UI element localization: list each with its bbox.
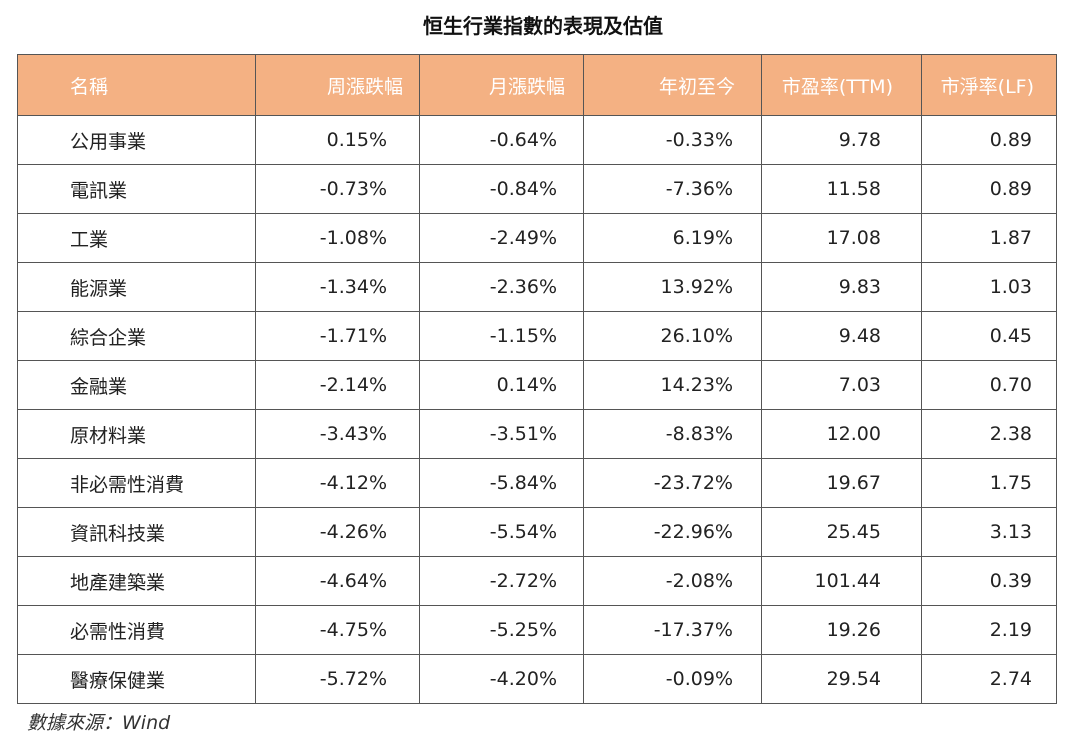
ytd-change-cell: -8.83%: [583, 409, 762, 459]
pe-ttm-cell: 19.26: [761, 605, 922, 655]
weekly-change-cell: -3.43%: [255, 409, 420, 459]
pe-ttm-cell: 29.54: [761, 654, 922, 704]
industry-name-cell: 能源業: [17, 262, 256, 312]
table-row: 非必需性消費 -4.12% -5.84% -23.72% 19.67 1.75: [17, 458, 1057, 508]
pb-lf-cell: 2.38: [921, 409, 1057, 459]
monthly-change-cell: -2.72%: [419, 556, 584, 606]
weekly-change-cell: 0.15%: [255, 115, 420, 165]
table-body: 公用事業 0.15% -0.64% -0.33% 9.78 0.89 電訊業 -0.73% -0…: [17, 115, 1057, 704]
ytd-change-cell: -0.33%: [583, 115, 762, 165]
industry-name-cell: 非必需性消費: [17, 458, 256, 508]
weekly-change-cell: -4.75%: [255, 605, 420, 655]
monthly-change-cell: -1.15%: [419, 311, 584, 361]
industry-name-cell: 原材料業: [17, 409, 256, 459]
table-row: 能源業 -1.34% -2.36% 13.92% 9.83 1.03: [17, 262, 1057, 312]
ytd-change-cell: 6.19%: [583, 213, 762, 263]
weekly-change-cell: -4.12%: [255, 458, 420, 508]
pe-ttm-cell: 19.67: [761, 458, 922, 508]
pb-lf-cell: 0.70: [921, 360, 1057, 410]
pb-lf-cell: 0.89: [921, 164, 1057, 214]
col-header-pe-ttm: 市盈率(TTM): [761, 54, 922, 116]
pe-ttm-cell: 9.48: [761, 311, 922, 361]
ytd-change-cell: -22.96%: [583, 507, 762, 557]
weekly-change-cell: -0.73%: [255, 164, 420, 214]
monthly-change-cell: -0.64%: [419, 115, 584, 165]
col-header-name: 名稱: [17, 54, 256, 116]
weekly-change-cell: -4.26%: [255, 507, 420, 557]
industry-name-cell: 綜合企業: [17, 311, 256, 361]
col-header-pb-lf: 市淨率(LF): [921, 54, 1057, 116]
pb-lf-cell: 3.13: [921, 507, 1057, 557]
monthly-change-cell: -2.36%: [419, 262, 584, 312]
pe-ttm-cell: 12.00: [761, 409, 922, 459]
weekly-change-cell: -2.14%: [255, 360, 420, 410]
monthly-change-cell: -5.25%: [419, 605, 584, 655]
ytd-change-cell: -0.09%: [583, 654, 762, 704]
industry-name-cell: 地產建築業: [17, 556, 256, 606]
weekly-change-cell: -1.34%: [255, 262, 420, 312]
pe-ttm-cell: 101.44: [761, 556, 922, 606]
table-row: 原材料業 -3.43% -3.51% -8.83% 12.00 2.38: [17, 409, 1057, 459]
table-row: 地產建築業 -4.64% -2.72% -2.08% 101.44 0.39: [17, 556, 1057, 606]
table-row: 綜合企業 -1.71% -1.15% 26.10% 9.48 0.45: [17, 311, 1057, 361]
monthly-change-cell: -4.20%: [419, 654, 584, 704]
industry-index-table: 名稱 周漲跌幅 月漲跌幅 年初至今 市盈率(TTM) 市淨率(LF) 公用事業 0…: [17, 54, 1057, 704]
table-row: 工業 -1.08% -2.49% 6.19% 17.08 1.87: [17, 213, 1057, 263]
ytd-change-cell: -2.08%: [583, 556, 762, 606]
table-row: 必需性消費 -4.75% -5.25% -17.37% 19.26 2.19: [17, 605, 1057, 655]
ytd-change-cell: 14.23%: [583, 360, 762, 410]
monthly-change-cell: -5.84%: [419, 458, 584, 508]
pb-lf-cell: 2.19: [921, 605, 1057, 655]
col-header-ytd: 年初至今: [583, 54, 762, 116]
col-header-weekly-change: 周漲跌幅: [255, 54, 420, 116]
monthly-change-cell: 0.14%: [419, 360, 584, 410]
pe-ttm-cell: 9.83: [761, 262, 922, 312]
industry-name-cell: 資訊科技業: [17, 507, 256, 557]
industry-name-cell: 必需性消費: [17, 605, 256, 655]
table-row: 資訊科技業 -4.26% -5.54% -22.96% 25.45 3.13: [17, 507, 1057, 557]
pb-lf-cell: 0.39: [921, 556, 1057, 606]
pb-lf-cell: 1.75: [921, 458, 1057, 508]
industry-name-cell: 公用事業: [17, 115, 256, 165]
pe-ttm-cell: 9.78: [761, 115, 922, 165]
pe-ttm-cell: 11.58: [761, 164, 922, 214]
ytd-change-cell: -23.72%: [583, 458, 762, 508]
monthly-change-cell: -3.51%: [419, 409, 584, 459]
industry-name-cell: 醫療保健業: [17, 654, 256, 704]
weekly-change-cell: -1.71%: [255, 311, 420, 361]
col-header-monthly-change: 月漲跌幅: [419, 54, 584, 116]
table-row: 醫療保健業 -5.72% -4.20% -0.09% 29.54 2.74: [17, 654, 1057, 704]
ytd-change-cell: 13.92%: [583, 262, 762, 312]
pb-lf-cell: 1.87: [921, 213, 1057, 263]
pb-lf-cell: 0.45: [921, 311, 1057, 361]
pb-lf-cell: 1.03: [921, 262, 1057, 312]
monthly-change-cell: -5.54%: [419, 507, 584, 557]
table-header-row: 名稱 周漲跌幅 月漲跌幅 年初至今 市盈率(TTM) 市淨率(LF): [17, 54, 1057, 116]
weekly-change-cell: -5.72%: [255, 654, 420, 704]
pe-ttm-cell: 17.08: [761, 213, 922, 263]
weekly-change-cell: -1.08%: [255, 213, 420, 263]
ytd-change-cell: -7.36%: [583, 164, 762, 214]
pb-lf-cell: 0.89: [921, 115, 1057, 165]
industry-name-cell: 工業: [17, 213, 256, 263]
monthly-change-cell: -0.84%: [419, 164, 584, 214]
industry-name-cell: 金融業: [17, 360, 256, 410]
pe-ttm-cell: 25.45: [761, 507, 922, 557]
table-title: 恒生行業指數的表現及估值: [423, 14, 663, 38]
table-row: 公用事業 0.15% -0.64% -0.33% 9.78 0.89: [17, 115, 1057, 165]
ytd-change-cell: 26.10%: [583, 311, 762, 361]
industry-name-cell: 電訊業: [17, 164, 256, 214]
ytd-change-cell: -17.37%: [583, 605, 762, 655]
source-note: 數據來源：Wind: [27, 712, 171, 734]
weekly-change-cell: -4.64%: [255, 556, 420, 606]
table-row: 電訊業 -0.73% -0.84% -7.36% 11.58 0.89: [17, 164, 1057, 214]
pb-lf-cell: 2.74: [921, 654, 1057, 704]
table-row: 金融業 -2.14% 0.14% 14.23% 7.03 0.70: [17, 360, 1057, 410]
pe-ttm-cell: 7.03: [761, 360, 922, 410]
monthly-change-cell: -2.49%: [419, 213, 584, 263]
